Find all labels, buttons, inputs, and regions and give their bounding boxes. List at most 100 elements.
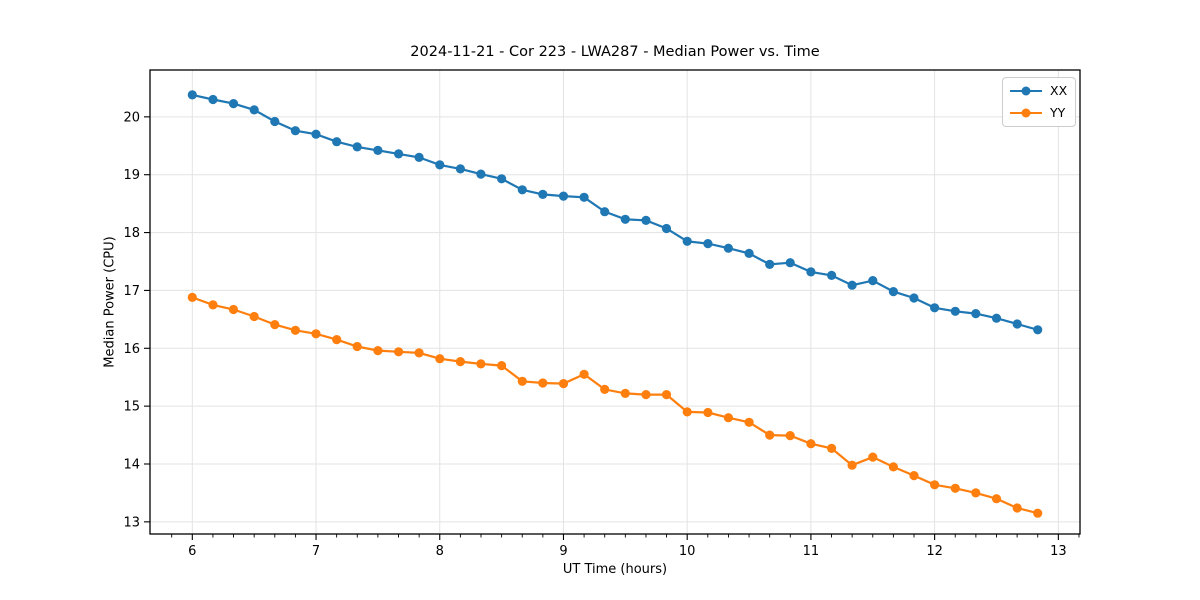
yy-marker — [888, 462, 899, 472]
yy-marker — [723, 413, 734, 423]
yy-marker — [455, 357, 465, 367]
yy-marker — [785, 431, 795, 441]
gridlines — [150, 70, 1080, 534]
yy-marker — [950, 483, 960, 493]
y-tick-label: 18 — [123, 226, 140, 241]
yy-line-marker-swatch — [1010, 108, 1042, 118]
x-tick-label: 7 — [312, 544, 320, 559]
yy-marker — [290, 325, 300, 335]
xx-marker — [806, 267, 816, 277]
yy-marker — [909, 471, 919, 481]
yy-marker — [558, 379, 569, 389]
xx-marker — [435, 160, 445, 170]
yy-marker — [373, 346, 383, 356]
x-tick-label: 12 — [926, 544, 943, 559]
x-tick-label: 10 — [679, 544, 696, 559]
xx-marker — [661, 223, 672, 234]
legend-label-yy: YY — [1050, 105, 1066, 120]
x-tick-label: 8 — [436, 544, 444, 559]
yy-marker — [703, 407, 713, 418]
yy-marker — [868, 452, 878, 462]
yy-marker — [579, 369, 589, 379]
yy-marker — [435, 354, 445, 364]
yy-marker — [744, 417, 754, 427]
xx-marker — [620, 214, 630, 224]
y-tick-label: 20 — [123, 110, 140, 125]
xx-marker — [311, 129, 321, 139]
chart-title: 2024-11-21 - Cor 223 - LWA287 - Median P… — [410, 44, 820, 60]
axis-ticks — [144, 116, 1059, 540]
xx-marker — [682, 236, 692, 246]
xx-marker — [971, 309, 981, 319]
yy-marker — [497, 361, 507, 371]
yy-marker — [600, 384, 610, 394]
y-tick-label: 16 — [123, 342, 140, 357]
yy-marker — [208, 300, 218, 310]
y-tick-label: 17 — [123, 284, 140, 299]
yy-marker — [806, 439, 816, 449]
xx-marker — [888, 287, 899, 297]
xx-marker — [744, 248, 754, 258]
yy-marker — [641, 390, 651, 400]
xx-marker — [950, 306, 960, 316]
legend-item-xx: XX — [1010, 83, 1067, 99]
xx-marker — [517, 185, 527, 195]
xx-marker — [827, 270, 837, 280]
y-tick-label: 13 — [123, 515, 140, 530]
yy-marker — [311, 329, 321, 339]
yy-marker — [682, 407, 692, 417]
yy-marker — [352, 341, 362, 352]
yy-marker — [476, 359, 486, 369]
yy-marker — [517, 376, 527, 386]
xx-marker — [785, 258, 795, 268]
yy-marker — [991, 494, 1002, 504]
xx-marker — [332, 137, 342, 147]
xx-marker — [228, 99, 239, 109]
yy-marker — [1033, 508, 1043, 518]
x-tick-label: 9 — [559, 544, 567, 559]
yy-marker — [249, 311, 259, 322]
yy-marker — [394, 347, 404, 357]
xx-marker — [1033, 325, 1043, 335]
xx-marker — [930, 303, 940, 313]
x-axis-label: UT Time (hours) — [562, 562, 668, 577]
yy-marker — [414, 348, 424, 358]
legend-label-xx: XX — [1050, 83, 1068, 98]
xx-marker — [249, 105, 259, 115]
xx-marker — [538, 189, 548, 199]
x-tick-label: 13 — [1050, 544, 1067, 559]
yy-marker — [538, 378, 548, 388]
y-tick-label: 19 — [123, 168, 140, 183]
yy-marker — [930, 480, 940, 490]
xx-line — [192, 93, 1038, 331]
xx-marker — [641, 215, 651, 225]
xx-marker — [723, 243, 734, 253]
xx-marker — [476, 169, 486, 179]
x-tick-label: 6 — [188, 544, 196, 559]
yy-marker — [1012, 503, 1022, 513]
xx-marker — [558, 191, 569, 201]
yy-marker — [827, 443, 837, 453]
yy-line — [191, 296, 1038, 515]
xx-marker — [1012, 319, 1022, 329]
xx-marker — [352, 142, 362, 152]
xx-marker — [600, 207, 610, 217]
legend: XX YY — [1002, 77, 1076, 127]
xx-marker — [765, 259, 775, 269]
xx-marker — [847, 280, 857, 290]
yy-marker — [620, 388, 630, 398]
xx-marker — [703, 239, 713, 249]
yy-marker — [270, 320, 280, 330]
yy-series — [187, 292, 1043, 518]
x-minor-ticks — [171, 534, 1080, 538]
xx-marker — [579, 192, 589, 202]
xx-marker — [991, 313, 1002, 323]
xx-marker — [414, 152, 424, 162]
xx-series — [187, 90, 1043, 335]
yy-marker — [187, 292, 197, 302]
tick-labels: 6 7 8 9 10 11 12 13 13 14 15 16 17 18 19 20 — [123, 110, 1066, 559]
xx-marker — [868, 276, 878, 286]
xx-marker — [394, 149, 404, 159]
